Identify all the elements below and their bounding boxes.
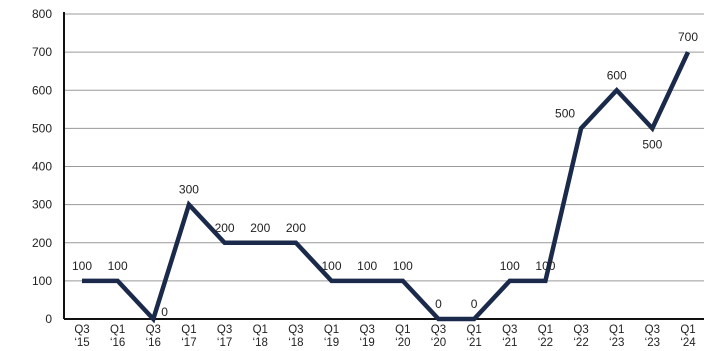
x-tick-label: Q3 ‘18 [288, 324, 303, 349]
y-tick-label-400: 400 [32, 160, 52, 174]
x-tick-label: Q1 ‘19 [324, 324, 339, 349]
x-tick-label: Q3 ‘21 [502, 324, 517, 349]
series-line-0 [82, 51, 691, 324]
y-tick-label-100: 100 [32, 274, 52, 288]
data-label: 0 [161, 305, 168, 319]
data-label: 700 [678, 30, 698, 44]
y-tick-label-500: 500 [32, 121, 52, 135]
data-label: 200 [250, 221, 270, 235]
data-label: 100 [535, 259, 555, 273]
x-tick-label: Q1 ‘18 [253, 324, 268, 349]
data-label: 200 [215, 221, 235, 235]
data-label: 100 [500, 259, 520, 273]
x-tick-label: Q1 ‘16 [110, 324, 125, 349]
data-label: 0 [435, 297, 442, 311]
y-tick-labels: 0 100 200 300 400 500 600 700 800 [32, 7, 52, 326]
axes [63, 12, 704, 320]
data-label: 100 [72, 259, 92, 273]
x-tick-labels: Q3 ‘15 Q1 ‘16 Q3 ‘16 Q1 ‘17 Q3 ‘17 Q1 ‘18 Q3 ‘18 Q1 ‘19… [74, 324, 696, 349]
x-tick-label: Q1 ‘23 [609, 324, 624, 349]
data-label: 500 [555, 106, 575, 120]
data-label: 500 [642, 137, 662, 151]
grid-lines [64, 13, 704, 282]
data-labels: 100 100 0 300 200 200 200 100 100 100 0 0 100 100 500 6… [72, 30, 698, 319]
y-tick-label-200: 200 [32, 236, 52, 250]
y-tick-label-700: 700 [32, 45, 52, 59]
data-label: 200 [286, 221, 306, 235]
x-tick-label: Q3 ‘22 [573, 324, 588, 349]
x-tick-label: Q3 ‘15 [74, 324, 89, 349]
data-label: 300 [179, 183, 199, 197]
y-tick-label-300: 300 [32, 198, 52, 212]
y-tick-label-600: 600 [32, 83, 52, 97]
data-label: 100 [322, 259, 342, 273]
x-tick-label: Q3 ‘23 [645, 324, 660, 349]
x-tick-label: Q3 ‘16 [146, 324, 161, 349]
data-label: 0 [471, 297, 478, 311]
series-line [82, 51, 691, 324]
y-tick-label-800: 800 [32, 7, 52, 21]
x-tick-label: Q1 ‘20 [395, 324, 410, 349]
x-tick-label: Q1 ‘21 [466, 324, 481, 349]
x-tick-label: Q1 ‘24 [680, 324, 696, 349]
x-tick-label: Q1 ‘17 [181, 324, 196, 349]
data-label: 600 [607, 68, 627, 82]
data-label: 100 [357, 259, 377, 273]
data-label: 100 [108, 259, 128, 273]
x-tick-label: Q3 ‘17 [217, 324, 232, 349]
data-label: 100 [393, 259, 413, 273]
x-tick-label: Q3 ‘20 [431, 324, 446, 349]
x-tick-label: Q1 ‘22 [538, 324, 553, 349]
x-tick-label: Q3 ‘19 [359, 324, 374, 349]
y-tick-label-0: 0 [45, 312, 52, 326]
